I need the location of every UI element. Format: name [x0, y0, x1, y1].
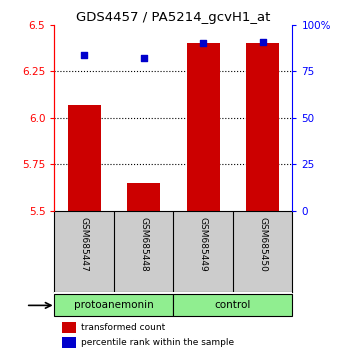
Text: GSM685450: GSM685450 — [258, 217, 267, 272]
Text: GSM685447: GSM685447 — [80, 217, 89, 272]
Text: control: control — [215, 301, 251, 310]
Point — [200, 41, 206, 46]
Text: percentile rank within the sample: percentile rank within the sample — [81, 338, 234, 347]
Bar — [246, 44, 279, 211]
Bar — [62, 337, 76, 348]
Point — [260, 39, 265, 44]
Text: transformed count: transformed count — [81, 323, 165, 332]
Bar — [187, 44, 220, 211]
Text: GSM685448: GSM685448 — [139, 217, 148, 272]
Text: protoanemonin: protoanemonin — [74, 301, 154, 310]
Bar — [173, 295, 292, 316]
Bar — [68, 105, 101, 211]
Bar — [62, 322, 76, 333]
Bar — [127, 183, 160, 211]
Title: GDS4457 / PA5214_gcvH1_at: GDS4457 / PA5214_gcvH1_at — [76, 11, 271, 24]
Point — [141, 56, 146, 61]
Bar — [54, 295, 173, 316]
Text: GSM685449: GSM685449 — [199, 217, 208, 272]
Point — [81, 52, 87, 57]
